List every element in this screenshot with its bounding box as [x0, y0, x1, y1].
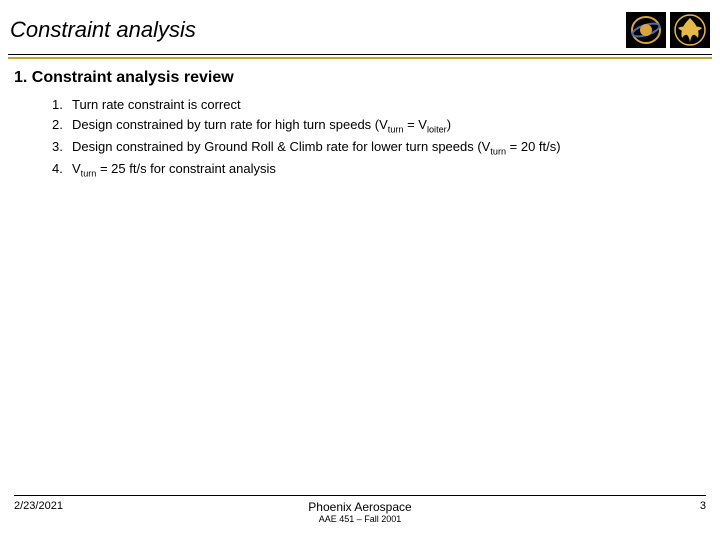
item-text: Design constrained by Ground Roll & Clim… — [72, 137, 561, 159]
footer-title: Phoenix Aerospace — [94, 500, 626, 514]
item-number: 4. — [52, 159, 72, 181]
item-number: 1. — [52, 95, 72, 115]
logo-group — [626, 12, 710, 48]
footer-rule — [14, 495, 706, 496]
footer: 2/23/2021 Phoenix Aerospace AAE 451 – Fa… — [0, 495, 720, 524]
section-heading-text: Constraint analysis review — [32, 69, 234, 86]
phoenix-logo-icon — [670, 12, 710, 48]
list-item: 1. Turn rate constraint is correct — [52, 95, 706, 115]
section-heading: 1. Constraint analysis review — [14, 69, 706, 87]
list-item: 4. Vturn = 25 ft/s for constraint analys… — [52, 159, 706, 181]
item-text: Design constrained by turn rate for high… — [72, 115, 451, 137]
bullet-list: 1. Turn rate constraint is correct 2. De… — [14, 95, 706, 181]
item-text: Vturn = 25 ft/s for constraint analysis — [72, 159, 276, 181]
footer-page-number: 3 — [626, 500, 706, 512]
footer-subtitle: AAE 451 – Fall 2001 — [94, 514, 626, 524]
list-item: 3. Design constrained by Ground Roll & C… — [52, 137, 706, 159]
footer-date: 2/23/2021 — [14, 500, 94, 512]
list-item: 2. Design constrained by turn rate for h… — [52, 115, 706, 137]
item-text: Turn rate constraint is correct — [72, 95, 241, 115]
header-rule-thin — [8, 54, 712, 55]
item-number: 3. — [52, 137, 72, 159]
content-area: 1. Constraint analysis review 1. Turn ra… — [0, 59, 720, 181]
item-number: 2. — [52, 115, 72, 137]
slide-title: Constraint analysis — [10, 17, 196, 43]
section-number: 1. — [14, 69, 27, 86]
aero-logo-icon — [626, 12, 666, 48]
